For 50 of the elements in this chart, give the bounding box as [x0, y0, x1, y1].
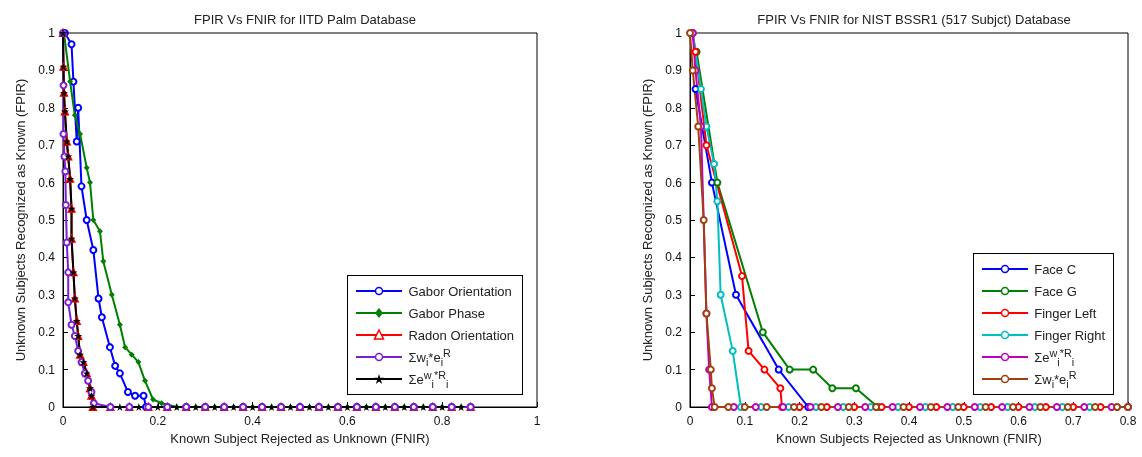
x-tick-label: 0 [59, 414, 67, 428]
legend-label: Finger Left [1034, 305, 1097, 321]
legend-label: Gabor Orientation [408, 283, 512, 299]
x-tick-label: 0.1 [736, 414, 754, 428]
chart-title: FPIR Vs FNIR for IITD Palm Database [194, 12, 416, 27]
y-tick-label: 0.3 [38, 287, 56, 302]
y-axis-title: Unknown Subjects Recognized as Known (FPIR) [13, 78, 29, 362]
x-tick-label: 0.8 [1119, 414, 1137, 428]
x-axis-title: Known Subjects Rejected as Unknown (FNIR) [776, 430, 1042, 446]
legend-label: Finger Right [1034, 327, 1105, 343]
y-tick-label: 0.8 [665, 100, 683, 115]
legend-label: Face C [1034, 261, 1077, 277]
x-tick-label: 0 [686, 414, 694, 428]
x-tick-label: 0.4 [244, 414, 262, 428]
legend-label: Radon Orientation [408, 327, 514, 343]
y-tick-label: 0.9 [38, 63, 56, 78]
y-tick-label: 0.8 [38, 100, 56, 115]
y-tick-label: 1 [675, 26, 683, 40]
x-tick-label: 0.2 [791, 414, 809, 428]
y-tick-label: 1 [48, 26, 56, 40]
legend-label: Gabor Phase [408, 305, 486, 321]
x-tick-label: 0.8 [433, 414, 451, 428]
y-tick-label: 0.3 [665, 287, 683, 302]
y-tick-label: 0.4 [665, 250, 683, 265]
y-tick-label: 0.6 [38, 175, 56, 190]
y-tick-label: 0.6 [665, 175, 683, 190]
y-tick-label: 0.7 [38, 138, 56, 153]
y-tick-label: 0.5 [665, 213, 683, 227]
chart-title: FPIR Vs FNIR for NIST BSSR1 (517 Subjct) Database [757, 12, 1071, 27]
y-tick-label: 0.2 [665, 325, 683, 340]
y-tick-label: 0.1 [38, 362, 56, 377]
x-axis-title: Known Subject Rejected as Unknown (FNIR) [170, 430, 430, 446]
y-tick-label: 0.9 [665, 63, 683, 78]
x-tick-label: 1 [533, 414, 541, 428]
y-tick-label: 0.7 [665, 138, 683, 153]
y-tick-label: 0 [675, 400, 683, 414]
y-axis-title: Unknown Subjects Recognized as Known (FPIR) [640, 78, 656, 362]
x-tick-label: 0.6 [1010, 414, 1028, 428]
y-tick-label: 0.5 [38, 213, 56, 227]
legend-label: Face G [1034, 283, 1077, 299]
y-tick-label: 0.1 [665, 362, 683, 377]
x-tick-label: 0.7 [1064, 414, 1082, 428]
x-tick-label: 0.6 [339, 414, 357, 428]
x-tick-label: 0.4 [900, 414, 918, 428]
x-tick-label: 0.5 [955, 414, 973, 428]
y-tick-label: 0 [48, 400, 56, 414]
y-tick-label: 0.2 [38, 325, 56, 340]
y-tick-label: 0.4 [38, 250, 56, 265]
x-tick-label: 0.2 [149, 414, 167, 428]
x-tick-label: 0.3 [845, 414, 863, 428]
